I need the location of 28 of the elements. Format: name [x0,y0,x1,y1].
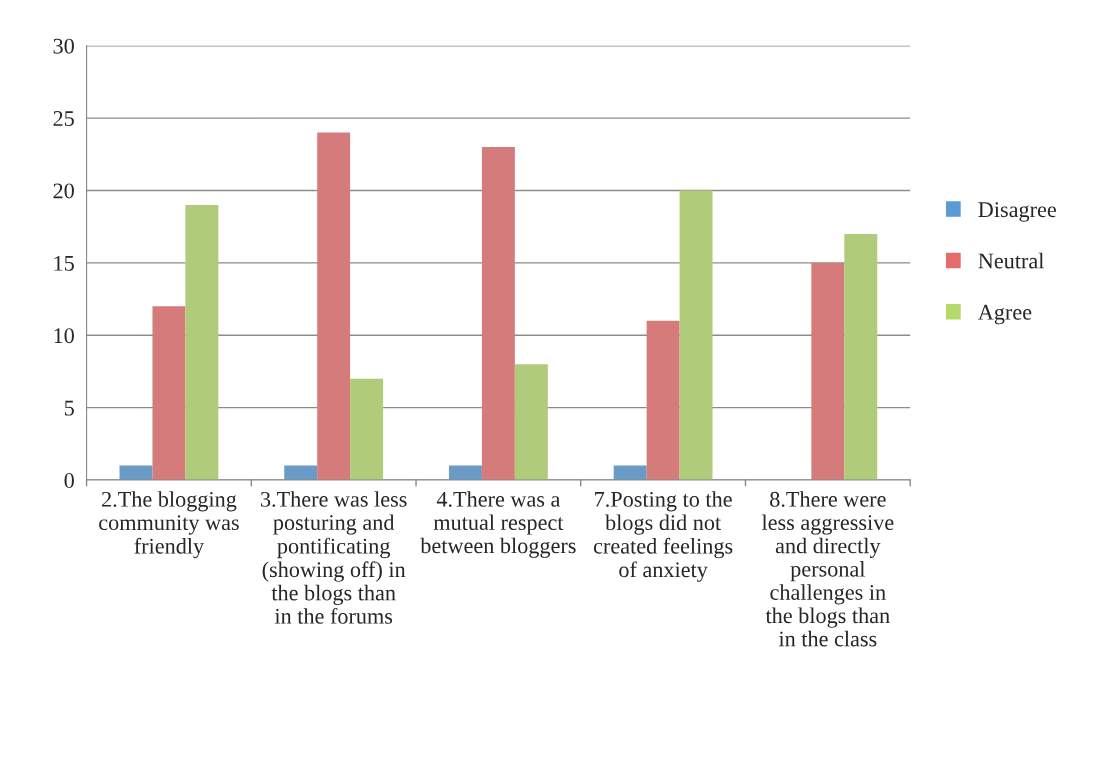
bar [811,262,845,481]
bar [646,320,680,481]
y-tick-label: 5 [64,400,74,416]
y-tick-label: 20 [53,183,74,199]
legend-label: Disagree [978,202,1056,222]
bar [185,204,219,481]
bar [152,306,186,481]
y-tick-label: 10 [54,328,74,344]
legend-label: Neutral [978,252,1044,269]
y-tick-label: 25 [53,111,74,127]
bar [448,465,482,481]
bar [481,147,515,481]
y-tick-label: 30 [53,38,74,54]
legend-label: Agree [978,304,1032,325]
bar [317,132,351,481]
y-tick-label: 0 [64,472,74,488]
x-tick-label: 7.Posting to the blogs did not created feelings of anxiety [593,491,733,582]
bar [514,364,548,481]
x-tick-label: 2.The blogging community was friendly [99,491,239,559]
bar [350,378,384,481]
y-tick-label: 15 [54,255,74,271]
x-tick-label: 8.There were less aggressive and directly personal challenges in the blogs than in the class [761,491,894,647]
bar [284,465,318,481]
bar [679,190,713,481]
bar [613,465,647,481]
x-tick-label: 4.There was a mutual respect between bloggers [420,491,576,558]
bar [844,233,878,481]
x-tick-label: 3.There was less posturing and pontificating (showing off) in the blogs than in the forums [260,491,407,624]
